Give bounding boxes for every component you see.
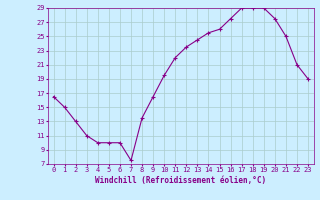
X-axis label: Windchill (Refroidissement éolien,°C): Windchill (Refroidissement éolien,°C) [95,176,266,185]
